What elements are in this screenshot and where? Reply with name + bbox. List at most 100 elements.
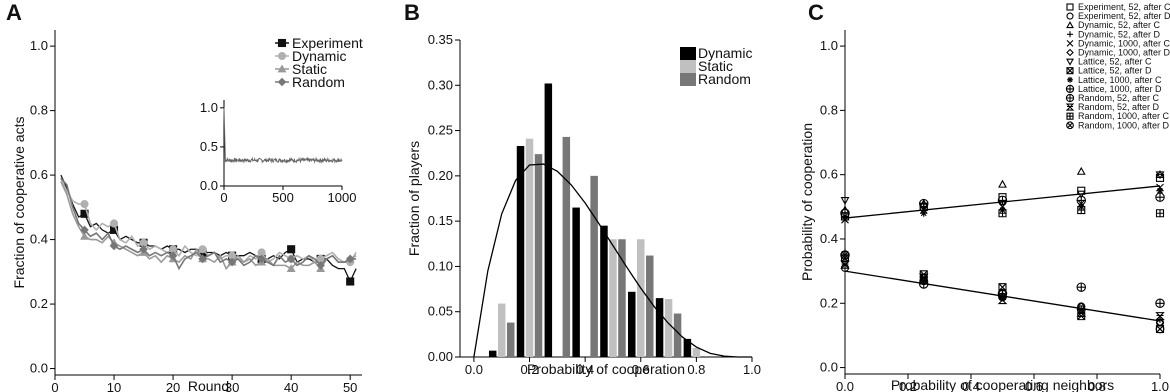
x-tick-label: 0.4 bbox=[576, 362, 594, 377]
y-tick-label: 0.00 bbox=[428, 349, 453, 364]
legend-marker bbox=[1066, 58, 1074, 66]
inset-chart: 0 500 1000 0.0 0.5 1.0 bbox=[200, 100, 357, 205]
x-tick-label: 10 bbox=[107, 380, 121, 392]
legend-label: Lattice, 1000, after D bbox=[1078, 84, 1162, 94]
bar-random bbox=[646, 255, 654, 357]
legend-label: Lattice, 52, after C bbox=[1078, 57, 1152, 67]
legend-label: Lattice, 52, after D bbox=[1078, 66, 1152, 76]
x-tick-label: 0.8 bbox=[1088, 379, 1106, 392]
bar-random bbox=[673, 313, 682, 357]
fit-curve bbox=[473, 163, 752, 358]
legend-swatch-dynamic bbox=[680, 47, 696, 60]
bar-dynamic bbox=[683, 338, 692, 357]
legend-marker bbox=[1065, 103, 1075, 111]
data-point-random bbox=[168, 251, 178, 260]
y-tick-label: 0.6 bbox=[30, 167, 48, 182]
data-point bbox=[1076, 166, 1086, 175]
y-tick-label: 0.20 bbox=[428, 168, 453, 183]
x-tick-label: 0.4 bbox=[962, 379, 980, 392]
bar-dynamic bbox=[572, 207, 580, 357]
data-point bbox=[840, 212, 850, 221]
legend-marker bbox=[1066, 40, 1074, 47]
data-point bbox=[1155, 209, 1165, 218]
y-tick-label: 0.8 bbox=[820, 102, 838, 117]
x-axis-title: Probability of cooperating neighbors bbox=[891, 377, 1114, 392]
data-point bbox=[1076, 305, 1086, 315]
y-tick-label: 0.0 bbox=[30, 361, 48, 376]
x-tick-label: 0.6 bbox=[1025, 379, 1043, 392]
x-tick-label: 0.6 bbox=[632, 362, 650, 377]
data-point-static bbox=[286, 263, 296, 272]
inset-x-tick-label: 500 bbox=[272, 190, 294, 205]
legend-label: Random, 52, after C bbox=[1078, 93, 1160, 103]
data-point bbox=[840, 197, 850, 206]
panel-letter-c: C bbox=[808, 0, 824, 25]
legend-label: Random, 1000, after D bbox=[1078, 120, 1170, 130]
y-tick-label: 0.05 bbox=[428, 304, 453, 319]
x-tick-label: 30 bbox=[225, 380, 239, 392]
legend-label: Experiment, 52, after D bbox=[1078, 11, 1170, 21]
data-point-random bbox=[139, 244, 148, 254]
data-point bbox=[998, 209, 1007, 218]
x-tick-label: 1.0 bbox=[743, 362, 761, 377]
bar-static bbox=[497, 303, 506, 357]
data-point-random bbox=[80, 225, 89, 235]
legend-marker-static bbox=[277, 64, 287, 73]
inset-x-tick-label: 1000 bbox=[328, 190, 357, 205]
legend-marker bbox=[1066, 12, 1074, 20]
legend-label: Lattice, 1000, after C bbox=[1078, 75, 1162, 85]
panel-a: 0 10 20 30 40 50 0.0 0.2 0.4 0.6 0.8 1.0 A Round Fract… bbox=[6, 0, 363, 392]
data-point bbox=[1156, 187, 1164, 195]
data-point bbox=[1155, 192, 1165, 202]
data-point bbox=[919, 202, 928, 211]
data-point-random bbox=[316, 261, 325, 270]
inset-y-tick-label: 1.0 bbox=[200, 100, 218, 115]
data-point bbox=[1155, 171, 1165, 180]
bar-dynamic bbox=[516, 145, 525, 357]
panel-b: 0.0 0.2 0.4 0.6 0.8 1.0 0.00 0.05 0.10 0.15 0.20 0.… bbox=[404, 0, 761, 377]
legend-marker bbox=[1065, 93, 1075, 103]
data-point-dynamic bbox=[109, 219, 119, 228]
y-axis-title: Probability of cooperation bbox=[799, 123, 815, 281]
y-tick-label: 0.4 bbox=[820, 231, 838, 246]
x-tick-label: 0.0 bbox=[465, 362, 483, 377]
data-point bbox=[1076, 282, 1087, 292]
bar-random bbox=[618, 239, 626, 357]
panel-letter-b: B bbox=[404, 0, 420, 25]
legend-label: Dynamic, 52, after C bbox=[1078, 20, 1161, 30]
bar-dynamic bbox=[488, 350, 497, 357]
y-tick-label: 0.2 bbox=[30, 296, 48, 311]
legend-marker bbox=[1067, 76, 1073, 83]
bar-random bbox=[562, 136, 571, 357]
bar-static bbox=[525, 138, 534, 357]
bar-dynamic bbox=[655, 298, 664, 357]
y-tick-label: 0.4 bbox=[30, 232, 48, 247]
series-line-random bbox=[60, 177, 357, 271]
y-tick-label: 0.15 bbox=[428, 213, 453, 228]
data-point bbox=[1076, 190, 1086, 199]
legend-marker bbox=[1066, 112, 1074, 120]
data-point-random bbox=[109, 241, 119, 251]
panel-c: 0.0 0.2 0.4 0.6 0.8 1.0 0.0 0.2 0.4 0.6 0.8 1.0 C Pro… bbox=[799, 0, 1170, 392]
legend-label-dynamic: Dynamic bbox=[698, 45, 752, 61]
bar-static bbox=[664, 299, 673, 357]
legend-label: Dynamic, 1000, after C bbox=[1078, 38, 1170, 48]
data-point bbox=[1077, 205, 1086, 215]
data-point-experiment bbox=[287, 245, 296, 254]
data-point-random bbox=[257, 254, 266, 264]
y-tick-label: 0.25 bbox=[428, 123, 453, 138]
data-point-experiment bbox=[346, 277, 355, 286]
data-point bbox=[1076, 195, 1087, 206]
legend-marker-dynamic bbox=[277, 51, 287, 61]
y-tick-label: 1.0 bbox=[820, 38, 838, 53]
legend-label-experiment: Experiment bbox=[292, 35, 363, 51]
data-point-dynamic bbox=[80, 200, 89, 209]
inset-y-tick-label: 0.0 bbox=[200, 178, 218, 193]
bar-random bbox=[506, 322, 515, 357]
bar-static bbox=[692, 347, 701, 357]
legend-swatch-static bbox=[680, 60, 696, 73]
legend-label-static: Static bbox=[698, 58, 733, 74]
inset-trace bbox=[223, 107, 343, 165]
y-tick-label: 0.30 bbox=[428, 77, 453, 92]
x-tick-label: 0.2 bbox=[520, 362, 538, 377]
